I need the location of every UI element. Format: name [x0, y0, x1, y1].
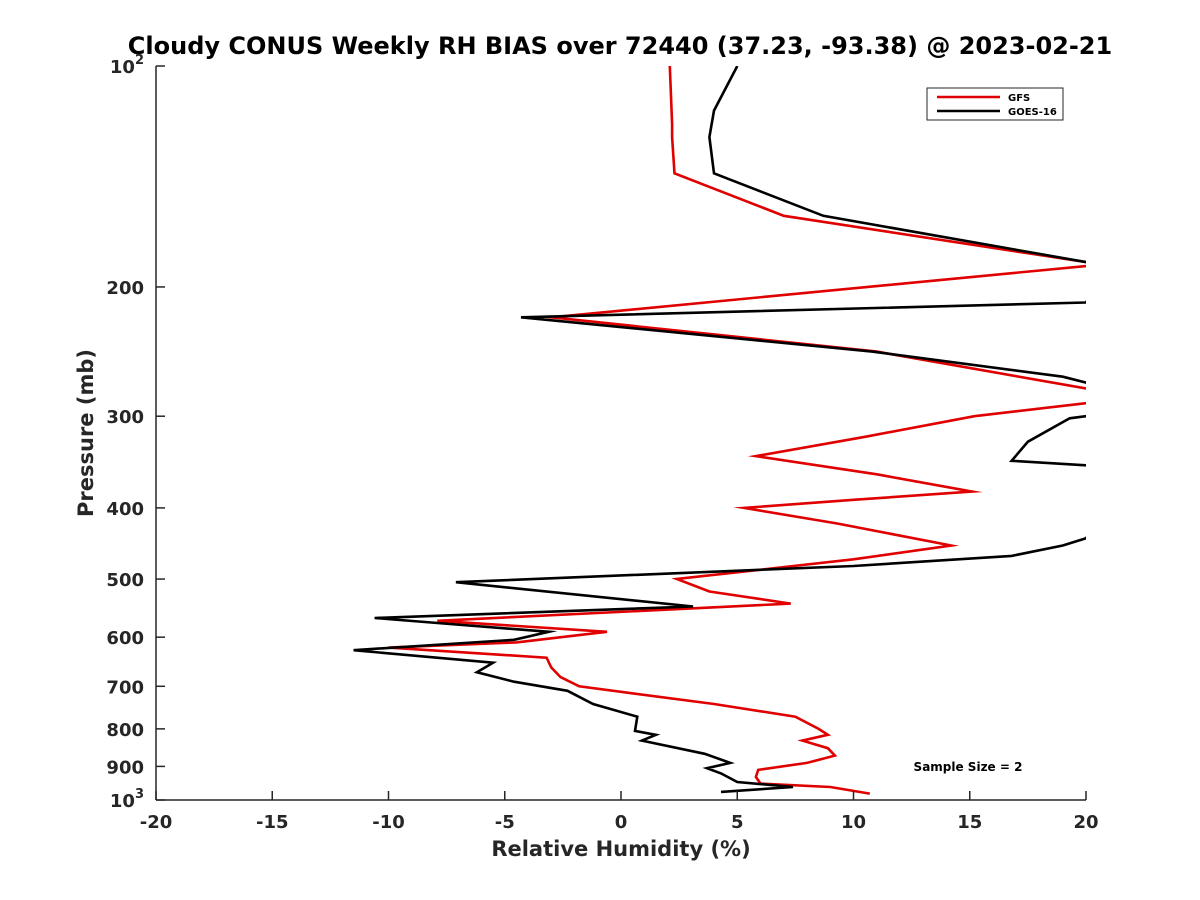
x-tick-label: 10: [841, 812, 866, 833]
y-axis-label: Pressure (mb): [74, 349, 98, 517]
legend: GFS GOES-16: [926, 87, 1064, 121]
y-tick-label: 800: [106, 720, 144, 741]
legend-box: [926, 87, 1064, 121]
x-tick-label: 5: [731, 812, 744, 833]
x-tick-label: 15: [957, 812, 982, 833]
legend-label: GOES-16: [1008, 107, 1057, 118]
y-tick-label: 400: [106, 499, 144, 520]
y-tick-label: 500: [106, 570, 144, 591]
x-tick-label: 0: [615, 812, 628, 833]
y-tick-label: 102: [110, 53, 144, 78]
y-tick-label: 300: [106, 407, 144, 428]
x-tick-label: -10: [372, 812, 405, 833]
series-line-gfs: [388, 66, 1086, 795]
x-ticks: -20 -15 -10 -5 0 5 10 15 20: [140, 791, 1099, 833]
chart-title: Cloudy CONUS Weekly RH BIAS over 72440 (…: [128, 32, 1112, 60]
y-tick-label: 200: [106, 278, 144, 299]
y-ticks: 102 200 300 400 500 600 700 800 900 103: [106, 53, 165, 812]
x-tick-label: -5: [495, 812, 515, 833]
sample-size-annotation: Sample Size = 2: [914, 760, 1023, 774]
legend-label: GFS: [1008, 93, 1030, 104]
y-tick-label: 103: [110, 787, 144, 812]
x-tick-label: 20: [1073, 812, 1098, 833]
y-tick-label: 600: [106, 628, 144, 649]
series-line-goes-16: [353, 66, 1086, 794]
y-tick-label: 700: [106, 677, 144, 698]
series-layer: [353, 66, 1086, 795]
x-tick-label: -15: [256, 812, 289, 833]
axes-layer: [155, 66, 1086, 801]
x-axis-label: Relative Humidity (%): [491, 837, 750, 861]
y-tick-label: 900: [106, 757, 144, 778]
x-tick-label: -20: [140, 812, 173, 833]
